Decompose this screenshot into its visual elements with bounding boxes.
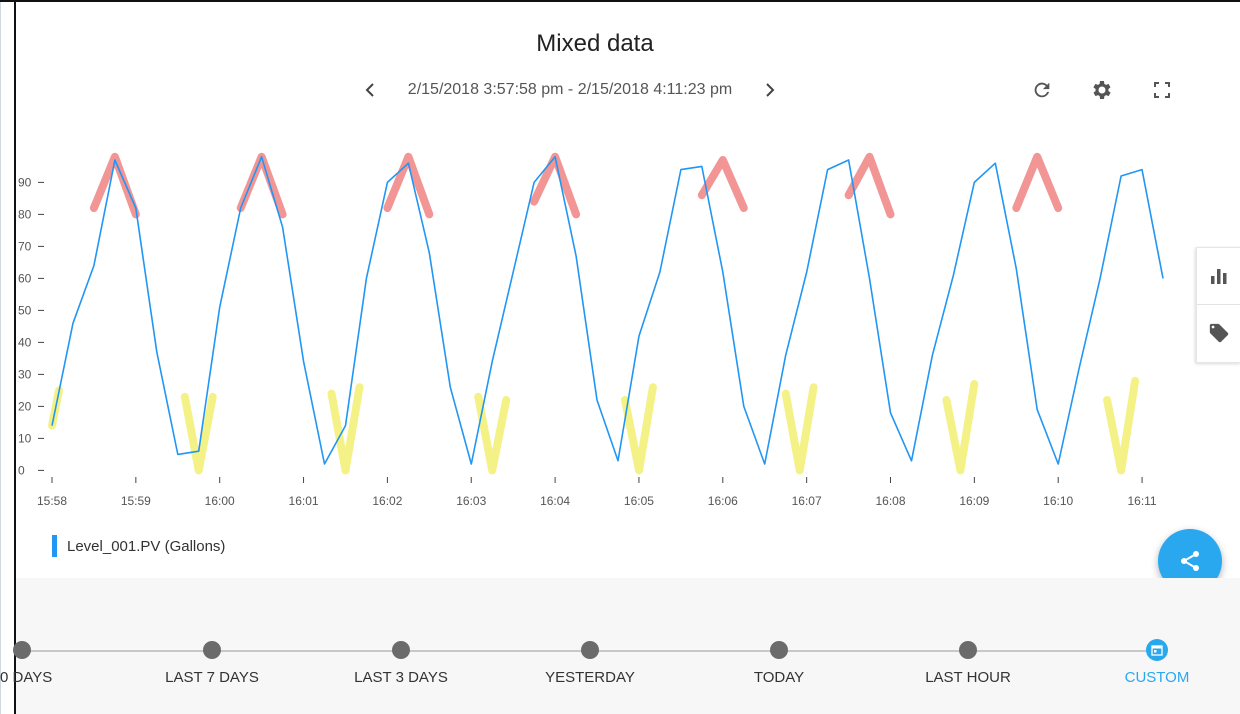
x-tick-label: 16:00 (205, 494, 235, 508)
chevron-left-icon (365, 83, 374, 97)
range-stop-dot (1146, 639, 1168, 661)
range-stop-dot (581, 641, 599, 659)
high-highlight-segment (383, 152, 434, 219)
high-highlight-segment (89, 152, 140, 219)
low-highlights (48, 376, 1140, 475)
y-tick-label: 60 (18, 271, 32, 285)
legend-swatch (52, 535, 57, 557)
next-range-button[interactable] (760, 80, 780, 100)
y-tick-label: 0 (18, 463, 25, 477)
x-tick-label: 16:04 (540, 494, 570, 508)
y-axis: 0 10 20 30 40 50 60 70 80 90 (18, 175, 44, 477)
range-stop-dot (959, 641, 977, 659)
calendar-icon (1151, 645, 1163, 656)
frame-border-left (14, 0, 16, 714)
high-highlights (89, 152, 1063, 219)
y-tick-label: 20 (18, 399, 32, 413)
frame-border-top (0, 0, 1240, 2)
x-axis: 15:58 15:59 16:00 16:01 16:02 16:03 16:04 16:05… (37, 477, 1157, 508)
date-range-text: 2/15/2018 3:57:58 pm - 2/15/2018 4:11:23… (407, 81, 733, 98)
range-stop-label: LAST 7 DAYS (165, 669, 259, 686)
low-highlight-segment (1103, 376, 1140, 475)
x-tick-label: 16:09 (959, 494, 989, 508)
tag-icon (1209, 323, 1229, 343)
range-stop-label: LAST 3 DAYS (354, 669, 448, 686)
x-tick-label: 16:02 (372, 494, 402, 508)
tags-tab[interactable] (1197, 304, 1240, 361)
line-chart: 0 10 20 30 40 50 60 70 80 90 15:58 15:59 16:00 16:01… (18, 152, 1164, 508)
date-range-navigator: 2/15/2018 3:57:58 pm - 2/15/2018 4:11:23… (340, 78, 800, 102)
refresh-button[interactable] (1030, 78, 1054, 102)
fullscreen-icon (1154, 82, 1170, 98)
range-stop-dot (392, 641, 410, 659)
range-stop-label: YESTERDAY (545, 669, 635, 686)
gear-icon (1093, 81, 1111, 99)
series-layer (51, 155, 1164, 465)
high-highlight-segment (844, 152, 895, 219)
x-tick-label: 16:08 (875, 494, 905, 508)
x-tick-label: 16:06 (708, 494, 738, 508)
x-tick-label: 16:03 (456, 494, 486, 508)
range-stop-label: TODAY (753, 669, 805, 686)
x-tick-label: 16:05 (624, 494, 654, 508)
high-highlight-segment (697, 156, 748, 212)
y-tick-label: 40 (18, 335, 32, 349)
chevron-right-icon (766, 83, 775, 97)
frame-edge (0, 0, 1, 714)
y-tick-label: 90 (18, 175, 32, 189)
range-stop-label: CUSTOM (1124, 669, 1190, 686)
low-highlight-segment (621, 383, 657, 475)
high-highlight-segment (530, 152, 581, 219)
chart-title: Mixed data (536, 30, 654, 57)
side-tab-panel (1196, 247, 1240, 363)
refresh-icon (1034, 82, 1050, 98)
legend-label: Level_001.PV (Gallons) (67, 537, 226, 555)
y-tick-label: 10 (18, 431, 32, 445)
fullscreen-button[interactable] (1150, 78, 1174, 102)
high-highlight-segment (1012, 152, 1063, 212)
range-stop-label: LAST HOUR (925, 669, 1011, 686)
time-range-panel (16, 578, 1240, 714)
y-tick-label: 30 (18, 367, 32, 381)
x-tick-label: 15:59 (121, 494, 151, 508)
x-tick-label: 16:11 (1127, 494, 1156, 508)
range-stop-label: 30 DAYS (0, 669, 53, 686)
range-stop-dot (13, 641, 31, 659)
chart-tab[interactable] (1197, 248, 1240, 304)
x-tick-label: 16:07 (792, 494, 822, 508)
bar-chart-icon (1211, 269, 1227, 284)
x-tick-label: 15:58 (37, 494, 67, 508)
range-stop-dot (203, 641, 221, 659)
low-highlight-segment (327, 383, 364, 475)
legend[interactable]: Level_001.PV (Gallons) (52, 535, 225, 557)
previous-range-button[interactable] (360, 80, 380, 100)
low-highlight-segment (781, 383, 818, 475)
share-icon (1181, 551, 1199, 571)
y-tick-label: 70 (18, 239, 32, 253)
x-tick-label: 16:01 (289, 494, 319, 508)
x-tick-label: 16:10 (1043, 494, 1073, 508)
settings-button[interactable] (1090, 78, 1114, 102)
y-tick-label: 50 (18, 303, 32, 317)
low-highlight-segment (942, 380, 979, 475)
y-tick-label: 80 (18, 207, 32, 221)
range-stop-dot (770, 641, 788, 659)
series-line (51, 155, 1164, 465)
low-highlight-segment (180, 392, 217, 475)
low-highlight-segment (474, 392, 511, 475)
